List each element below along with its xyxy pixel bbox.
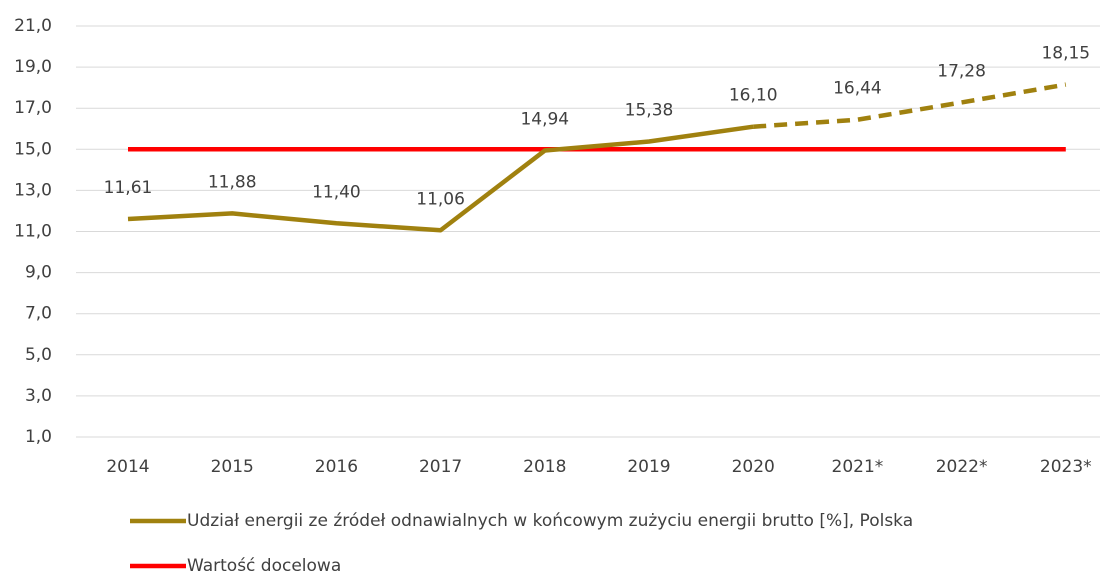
data-label: 14,94 <box>520 110 569 130</box>
x-tick-label: 2015 <box>211 457 254 477</box>
y-tick-label: 9,0 <box>25 263 52 283</box>
data-label: 17,28 <box>937 61 986 81</box>
y-tick-label: 13,0 <box>14 180 52 200</box>
y-tick-label: 7,0 <box>25 304 52 324</box>
x-tick-label: 2016 <box>315 457 358 477</box>
data-label: 18,15 <box>1041 44 1090 64</box>
series-line <box>127 124 754 233</box>
y-tick-label: 17,0 <box>14 98 52 118</box>
y-tick-label: 21,0 <box>14 16 52 36</box>
x-tick-label: 2017 <box>419 457 462 477</box>
data-label: 16,10 <box>729 86 778 106</box>
y-tick-label: 11,0 <box>14 222 52 242</box>
y-tick-label: 1,0 <box>25 427 52 447</box>
y-tick-label: 15,0 <box>14 139 52 159</box>
data-label: 15,38 <box>625 100 674 120</box>
x-tick-label: 2020 <box>732 457 775 477</box>
data-label: 16,44 <box>833 79 882 99</box>
data-label: 11,88 <box>208 172 257 192</box>
x-tick-label: 2018 <box>523 457 566 477</box>
x-tick-label: 2019 <box>627 457 670 477</box>
y-tick-label: 19,0 <box>14 57 52 77</box>
series-line <box>753 82 1067 129</box>
data-label: 11,40 <box>312 182 361 202</box>
data-label: 11,06 <box>416 189 465 209</box>
legend-label: Wartość docelowa <box>187 556 341 574</box>
data-label: 11,61 <box>104 178 153 198</box>
y-tick-label: 5,0 <box>25 345 52 365</box>
y-tick-label: 3,0 <box>25 386 52 406</box>
x-tick-label: 2021* <box>832 457 884 477</box>
x-tick-label: 2014 <box>106 457 149 477</box>
legend-label: Udział energii ze źródeł odnawialnych w … <box>187 511 913 531</box>
x-tick-label: 2022* <box>936 457 988 477</box>
x-tick-label: 2023* <box>1040 457 1092 477</box>
